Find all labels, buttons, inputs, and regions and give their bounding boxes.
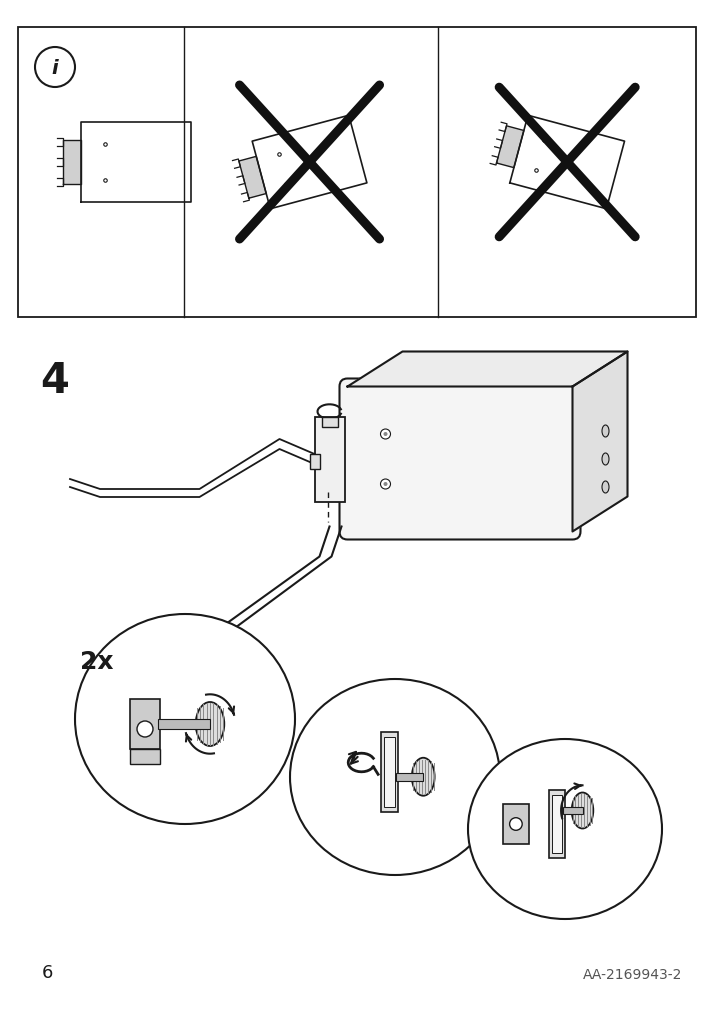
Polygon shape <box>348 352 628 387</box>
Circle shape <box>137 721 153 737</box>
Ellipse shape <box>412 758 435 796</box>
Text: 6: 6 <box>42 963 54 981</box>
Polygon shape <box>573 352 628 532</box>
Polygon shape <box>309 455 319 469</box>
Bar <box>130 749 160 764</box>
Ellipse shape <box>468 739 662 919</box>
Polygon shape <box>496 126 524 169</box>
Bar <box>503 804 528 844</box>
Text: i: i <box>51 59 59 78</box>
Ellipse shape <box>602 454 609 465</box>
Ellipse shape <box>572 793 593 829</box>
Bar <box>549 791 565 858</box>
Text: 2x: 2x <box>80 650 114 673</box>
Bar <box>314 418 344 502</box>
Circle shape <box>381 479 391 489</box>
Ellipse shape <box>602 426 609 438</box>
Polygon shape <box>63 141 81 185</box>
Bar <box>552 796 563 853</box>
Bar <box>130 700 160 749</box>
Text: 4: 4 <box>40 360 69 401</box>
Text: AA-2169943-2: AA-2169943-2 <box>583 968 682 981</box>
FancyBboxPatch shape <box>339 379 580 540</box>
Circle shape <box>383 433 388 437</box>
Bar <box>563 807 583 814</box>
Polygon shape <box>239 157 266 199</box>
Bar <box>158 719 210 729</box>
Bar <box>18 28 696 317</box>
Ellipse shape <box>75 615 295 824</box>
Ellipse shape <box>602 481 609 493</box>
Bar <box>321 418 338 427</box>
Ellipse shape <box>196 703 224 746</box>
Bar <box>396 773 423 780</box>
Bar <box>381 732 398 813</box>
Circle shape <box>510 818 522 830</box>
Bar <box>383 737 395 808</box>
Ellipse shape <box>290 679 500 876</box>
Circle shape <box>381 430 391 440</box>
Circle shape <box>383 482 388 486</box>
